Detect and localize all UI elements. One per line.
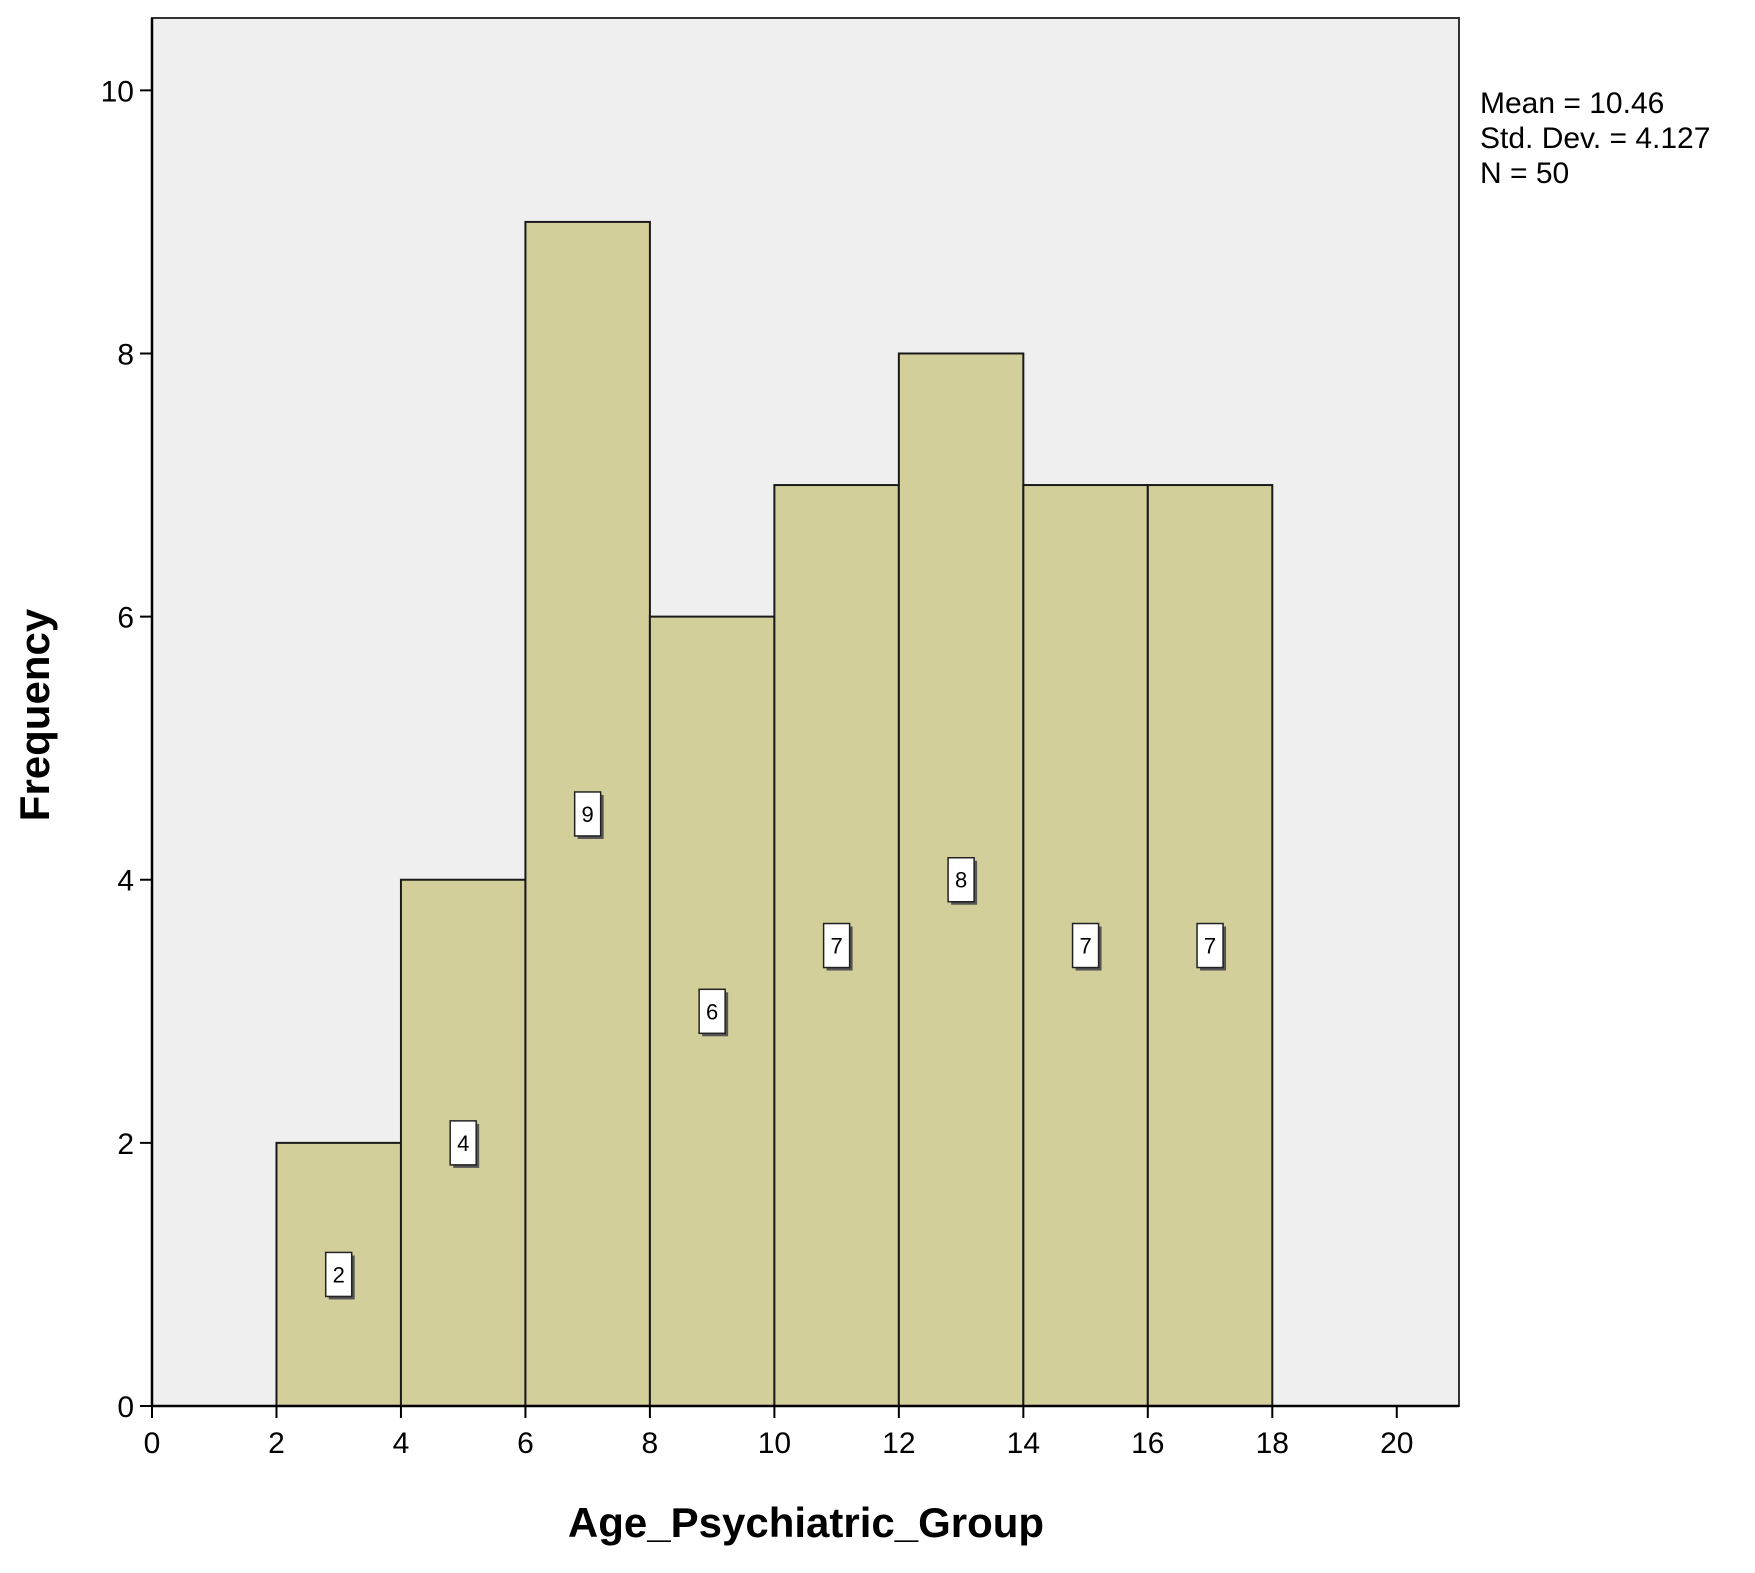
x-tick-label: 16 (1131, 1427, 1164, 1460)
data-label: 7 (830, 934, 842, 959)
data-label-box (1071, 922, 1100, 969)
x-tick-label: 4 (393, 1427, 410, 1460)
x-tick-label: 8 (642, 1427, 659, 1460)
data-label-box (822, 922, 851, 969)
x-tick-label: 12 (882, 1427, 915, 1460)
stat-mean: Mean = 10.46 (1480, 87, 1664, 120)
data-label-box (698, 988, 726, 1035)
data-label: 8 (955, 868, 967, 893)
x-tick-label: 0 (144, 1427, 161, 1460)
data-label-box (324, 1251, 353, 1298)
x-tick-label: 10 (758, 1427, 791, 1460)
stat-std-dev: Std. Dev. = 4.127 (1480, 122, 1710, 155)
stat-n: N = 50 (1480, 157, 1569, 190)
y-tick-label: 4 (117, 865, 134, 898)
data-label: 4 (457, 1131, 469, 1156)
data-label-box (449, 1120, 477, 1166)
data-label: 2 (333, 1262, 345, 1287)
x-tick-label: 18 (1256, 1427, 1289, 1460)
x-tick-label: 6 (517, 1427, 534, 1460)
x-axis-title: Age_Psychiatric_Group (568, 1499, 1044, 1546)
stats-box: Mean = 10.46 Std. Dev. = 4.127 N = 50 (1480, 87, 1710, 190)
data-label: 9 (582, 802, 594, 827)
data-label-box (1196, 922, 1224, 969)
axes-layer: 0 2 4 6 8 10 0 2 4 6 8 10 12 14 16 18 20 (101, 18, 1459, 1460)
bar-labels-layer: 2 4 9 6 7 8 7 7 (324, 791, 1227, 1300)
data-label: 6 (706, 999, 718, 1024)
y-tick-label: 8 (117, 338, 134, 371)
data-label-box (947, 856, 975, 903)
y-axis-title: Frequency (11, 608, 58, 821)
x-tick-label: 2 (268, 1427, 285, 1460)
data-label: 7 (1079, 934, 1091, 959)
y-tick-label: 2 (117, 1128, 134, 1161)
data-label-box (573, 791, 602, 837)
x-tick-label: 14 (1007, 1427, 1040, 1460)
y-tick-label: 0 (117, 1391, 134, 1424)
data-label: 7 (1204, 934, 1216, 959)
x-tick-label: 20 (1380, 1427, 1413, 1460)
bars-layer (275, 220, 1274, 1408)
y-tick-label: 6 (117, 602, 134, 635)
y-tick-label: 10 (101, 75, 134, 108)
